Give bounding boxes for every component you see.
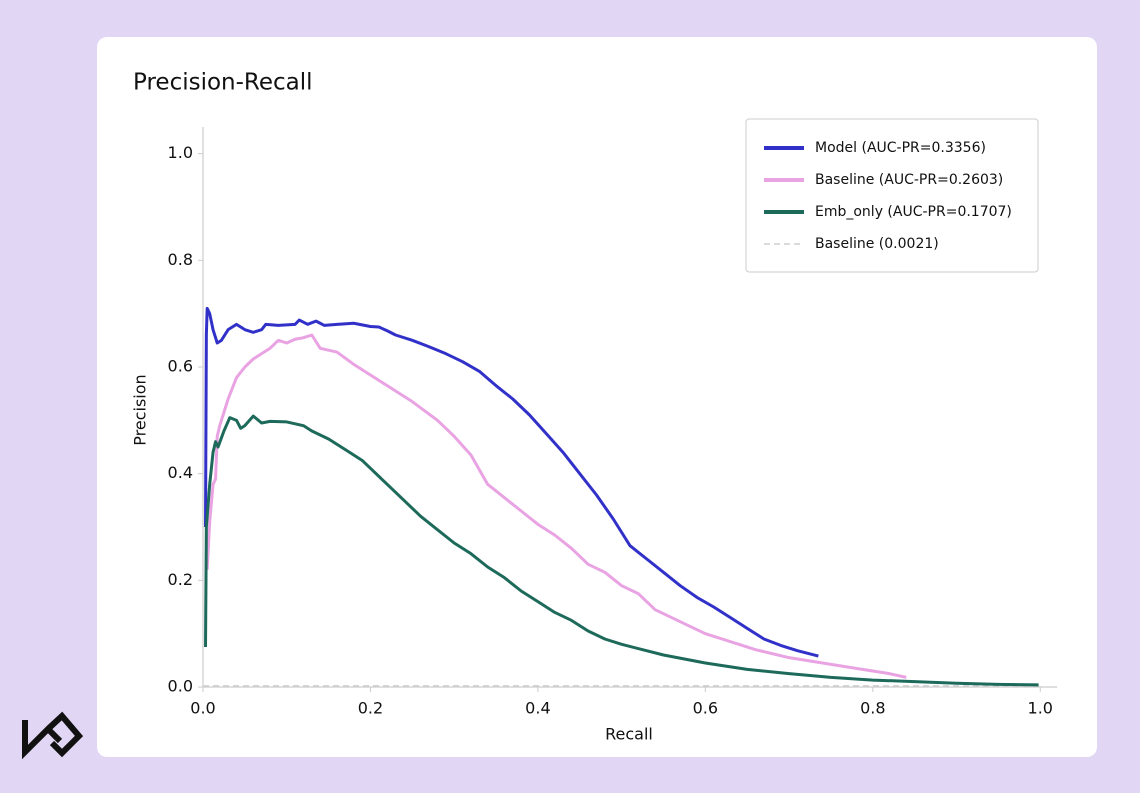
x-tick-label: 0.6 bbox=[693, 699, 718, 718]
y-tick-label: 1.0 bbox=[168, 143, 193, 162]
logo-mark bbox=[22, 711, 84, 760]
legend-box bbox=[745, 118, 1039, 273]
legend-label: Baseline (AUC-PR=0.2603) bbox=[815, 172, 1003, 188]
legend-label: Emb_only (AUC-PR=0.1707) bbox=[815, 204, 1012, 220]
chart-title: Precision-Recall bbox=[133, 70, 313, 96]
y-tick-label: 0.2 bbox=[168, 570, 193, 589]
y-tick-label: 0.4 bbox=[168, 463, 193, 482]
x-tick-label: 0.4 bbox=[525, 699, 550, 718]
x-axis-label: Recall bbox=[605, 725, 653, 744]
legend-label: Baseline (0.0021) bbox=[815, 236, 939, 252]
y-axis-label: Precision bbox=[131, 374, 150, 445]
x-tick-label: 0.8 bbox=[860, 699, 885, 718]
logo bbox=[22, 711, 84, 760]
series-line bbox=[204, 414, 1039, 687]
series-line bbox=[204, 306, 819, 658]
series-line bbox=[205, 333, 907, 679]
x-tick-label: 0.0 bbox=[190, 699, 215, 718]
y-tick-label: 0.0 bbox=[168, 677, 193, 696]
x-tick-label: 1.0 bbox=[1028, 699, 1053, 718]
legend-label: Model (AUC-PR=0.3356) bbox=[815, 140, 986, 156]
x-tick-label: 0.2 bbox=[358, 699, 383, 718]
y-tick-label: 0.8 bbox=[168, 250, 193, 269]
y-tick-label: 0.6 bbox=[168, 357, 193, 376]
